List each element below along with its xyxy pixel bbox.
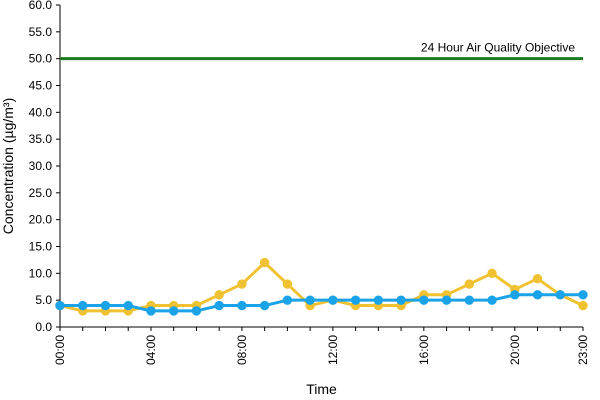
y-tick-label: 20.0: [29, 213, 53, 227]
data-point: [510, 290, 520, 300]
data-point: [487, 295, 497, 305]
data-point: [123, 300, 133, 311]
y-tick-label: 60.0: [29, 0, 53, 12]
x-tick-label: 20:00: [508, 335, 522, 365]
y-tick-label: 0.0: [35, 320, 52, 334]
y-tick-label: 40.0: [29, 105, 53, 119]
data-point: [168, 306, 179, 316]
data-point: [237, 300, 247, 311]
data-point: [555, 290, 565, 300]
x-tick-label: 08:00: [235, 335, 249, 365]
data-point: [214, 290, 224, 300]
data-point: [282, 295, 293, 305]
data-point: [419, 295, 429, 305]
data-point: [146, 306, 156, 316]
x-tick-label: 12:00: [326, 335, 340, 365]
y-tick-label: 35.0: [29, 132, 53, 146]
data-point: [237, 279, 247, 289]
reference-line-group: 24 Hour Air Quality Objective: [60, 41, 583, 61]
series-2: [55, 290, 588, 316]
x-axis-title: Time: [306, 381, 337, 397]
data-point: [55, 300, 65, 311]
data-point: [532, 274, 543, 284]
series-line: [59, 261, 584, 313]
axes: [56, 4, 584, 331]
data-point: [214, 300, 224, 311]
data-point: [282, 279, 293, 289]
y-tick-label: 25.0: [29, 186, 53, 200]
data-point: [305, 295, 315, 305]
data-point: [191, 306, 202, 316]
data-point: [532, 290, 543, 300]
data-point: [373, 295, 384, 305]
data-point: [328, 295, 338, 305]
data-point: [464, 295, 475, 305]
y-tick-label: 45.0: [29, 79, 53, 93]
y-tick-label: 15.0: [29, 240, 53, 254]
y-tick-label: 50.0: [29, 52, 53, 66]
data-point: [487, 268, 497, 279]
data-point: [578, 300, 588, 311]
x-tick-label: 04:00: [144, 335, 158, 365]
reference-line-label: 24 Hour Air Quality Objective: [421, 41, 575, 55]
data-point: [464, 279, 475, 289]
tick-labels: 0.0 5.0 10.0 15.0 20.0 25.0 30.0 35.0 40.0 45.0 50…: [29, 0, 590, 365]
data-point: [78, 300, 88, 311]
x-tick-label: 16:00: [417, 335, 431, 365]
data-point: [100, 300, 111, 311]
x-tick-label: 23:00: [576, 335, 590, 365]
y-axis-title: Concentration (µg/m³): [0, 98, 16, 234]
data-point: [578, 290, 588, 300]
y-tick-label: 5.0: [35, 293, 52, 307]
y-tick-label: 55.0: [29, 25, 53, 39]
y-tick-label: 10.0: [29, 266, 53, 280]
data-point: [396, 295, 406, 305]
data-point: [350, 295, 361, 305]
data-point: [441, 295, 452, 305]
series: [55, 257, 588, 316]
y-tick-label: 30.0: [29, 159, 53, 173]
data-point: [259, 300, 270, 311]
data-point: [259, 257, 270, 268]
x-tick-label: 00:00: [53, 335, 67, 365]
